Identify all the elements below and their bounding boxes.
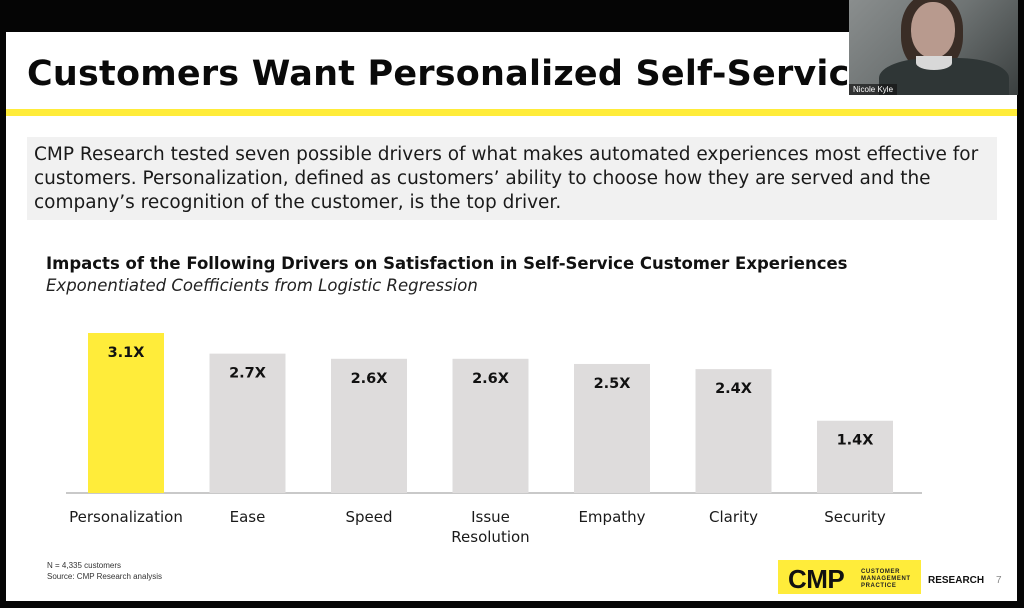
bar-clarity xyxy=(695,369,772,493)
intro-box: CMP Research tested seven possible drive… xyxy=(27,137,997,220)
x-tick-label: Empathy xyxy=(578,508,645,526)
participant-face xyxy=(911,2,955,58)
intro-text: CMP Research tested seven possible drive… xyxy=(34,144,979,213)
data-label: 2.7X xyxy=(229,366,266,382)
x-tick-label: Issue xyxy=(471,508,510,526)
x-tick-label: Ease xyxy=(230,508,266,526)
data-label: 2.6X xyxy=(351,371,388,387)
logo-research: RESEARCH xyxy=(928,575,985,586)
webcam-tile[interactable]: Nicole Kyle xyxy=(849,0,1018,95)
logo-subtitle: CUSTOMER MANAGEMENT PRACTICE xyxy=(861,569,911,590)
x-tick-label: Personalization xyxy=(69,508,183,526)
x-tick-label: Speed xyxy=(345,508,392,526)
bar-chart: 3.1X Personalization 2.7X Ease 2.6X Speed 2.6X… xyxy=(66,333,922,546)
participant-collar xyxy=(916,56,952,70)
chart-title: Impacts of the Following Drivers on Sati… xyxy=(46,254,848,273)
footnote-sample-size: N = 4,335 customers xyxy=(47,561,122,570)
title-underline xyxy=(6,109,1017,116)
data-label: 3.1X xyxy=(108,345,145,361)
participant-name: Nicole Kyle xyxy=(849,84,898,95)
x-tick-label: Security xyxy=(824,508,886,526)
x-tick-label: Clarity xyxy=(709,508,758,526)
logo-sub-line: CUSTOMER xyxy=(861,569,901,575)
bar-security xyxy=(817,420,893,493)
data-label: 2.4X xyxy=(715,381,752,397)
bar-personalization xyxy=(88,333,164,493)
bar-speed xyxy=(331,358,407,493)
bar-empathy xyxy=(574,363,650,493)
bar-issue-resolution xyxy=(452,358,529,493)
x-tick-label: Resolution xyxy=(451,528,529,546)
presentation-slide: Customers Want Personalized Self-Service… xyxy=(6,32,1017,601)
page-number: 7 xyxy=(996,575,1002,586)
logo-background xyxy=(778,560,921,594)
bar-ease xyxy=(209,353,286,493)
chart-subtitle: Exponentiated Coefficients from Logistic… xyxy=(46,276,478,295)
footnote-source: Source: CMP Research analysis xyxy=(47,572,163,581)
logo-sub-line: PRACTICE xyxy=(861,583,897,589)
footnote: N = 4,335 customers Source: CMP Research… xyxy=(47,560,162,582)
data-label: 2.5X xyxy=(594,376,631,392)
data-label: 2.6X xyxy=(472,371,509,387)
logo-cmp: CMP xyxy=(788,564,845,594)
slide-title: Customers Want Personalized Self-Service xyxy=(27,54,874,94)
data-label: 1.4X xyxy=(837,433,874,449)
logo-sub-line: MANAGEMENT xyxy=(861,576,911,582)
